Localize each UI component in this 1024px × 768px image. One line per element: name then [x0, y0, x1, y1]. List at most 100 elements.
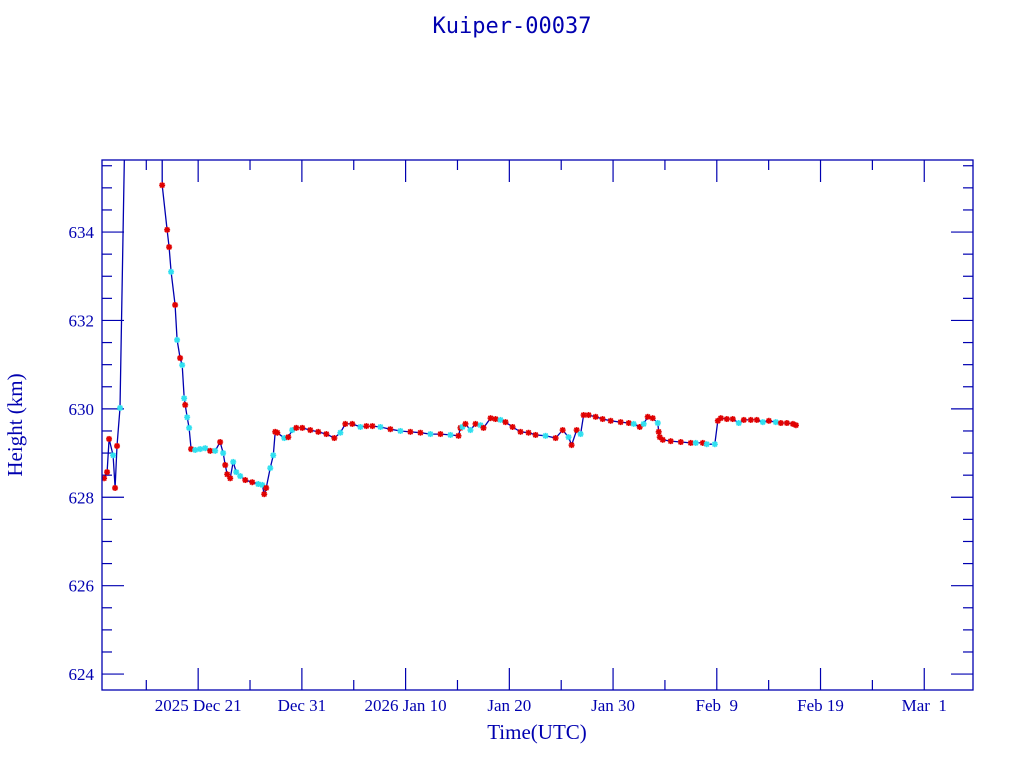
marker-stroke — [337, 429, 344, 436]
marker-stroke — [724, 416, 730, 422]
data-point-red — [625, 420, 632, 427]
data-point-red — [644, 413, 651, 420]
marker-stroke — [112, 485, 118, 491]
marker-stroke — [117, 405, 123, 411]
marker-stroke — [502, 419, 509, 425]
data-point-red — [765, 417, 772, 424]
data-point-cyan — [427, 431, 434, 438]
data-point-cyan — [186, 424, 193, 431]
marker-stroke — [184, 414, 190, 421]
marker-stroke — [114, 443, 120, 449]
y-tick-label: 628 — [69, 488, 95, 507]
marker-stroke — [592, 414, 599, 420]
data-point-red — [307, 427, 314, 434]
data-point-cyan — [110, 452, 117, 459]
marker-stroke — [585, 412, 592, 418]
marker-stroke — [509, 424, 516, 430]
data-point-cyan — [497, 416, 504, 423]
marker-stroke — [625, 420, 632, 426]
marker-stroke — [192, 447, 198, 453]
data-point-red — [717, 415, 724, 422]
marker-stroke — [640, 421, 647, 427]
x-axis-title: Time(UTC) — [487, 720, 587, 744]
marker-stroke — [307, 427, 314, 433]
data-point-red — [532, 431, 539, 438]
marker-stroke — [397, 428, 404, 434]
marker-stroke — [202, 445, 209, 452]
data-point-red — [112, 484, 119, 491]
marker-stroke — [677, 439, 684, 445]
marker-stroke — [480, 425, 487, 431]
data-point-red — [164, 226, 171, 233]
data-point-red — [323, 431, 330, 438]
chart-title: Kuiper-00037 — [432, 14, 592, 39]
marker-stroke — [573, 427, 580, 433]
marker-stroke — [687, 440, 694, 446]
data-point-cyan — [184, 414, 191, 421]
data-point-cyan — [202, 445, 209, 452]
data-point-red — [792, 422, 799, 429]
marker-stroke — [212, 448, 218, 454]
marker-stroke — [712, 441, 718, 448]
marker-stroke — [177, 355, 183, 361]
marker-stroke — [357, 424, 364, 430]
y-tick-label: 624 — [69, 665, 95, 684]
data-point-red — [106, 435, 113, 442]
marker-stroke — [323, 431, 330, 437]
marker-stroke — [741, 417, 747, 423]
data-point-red — [777, 420, 784, 427]
data-point-red — [592, 413, 599, 420]
x-tick-label: Dec 31 — [278, 696, 327, 715]
data-point-red — [363, 423, 370, 430]
data-point-red — [649, 415, 656, 422]
data-point-red — [315, 428, 322, 435]
data-point-red — [740, 416, 747, 423]
data-point-cyan — [337, 429, 344, 436]
data-point-red — [659, 436, 666, 443]
data-point-cyan — [377, 423, 384, 430]
data-point-red — [687, 439, 694, 446]
marker-stroke — [342, 421, 349, 427]
marker-stroke — [159, 182, 165, 189]
marker-stroke — [168, 269, 174, 275]
marker-stroke — [492, 416, 499, 422]
data-point-red — [224, 471, 231, 478]
marker-stroke — [233, 469, 240, 475]
marker-stroke — [259, 482, 266, 488]
x-tick-label: 2026 Jan 10 — [365, 696, 447, 715]
data-point-red — [114, 442, 121, 449]
marker-stroke — [630, 421, 637, 427]
marker-stroke — [497, 417, 504, 423]
data-point-red — [207, 447, 214, 454]
marker-stroke — [760, 419, 766, 425]
marker-stroke — [377, 424, 384, 430]
marker-stroke — [331, 435, 338, 441]
marker-stroke — [778, 420, 784, 426]
data-point-red — [293, 424, 300, 431]
data-point-red — [525, 429, 532, 436]
marker-stroke — [274, 429, 281, 436]
marker-stroke — [654, 420, 661, 426]
data-point-cyan — [654, 420, 661, 427]
data-point-red — [249, 479, 256, 486]
data-point-cyan — [168, 268, 175, 275]
data-point-red — [369, 423, 376, 430]
marker-stroke — [532, 432, 539, 438]
data-point-red — [580, 412, 587, 419]
marker-stroke — [644, 414, 651, 420]
marker-stroke — [237, 473, 243, 479]
data-point-red — [299, 424, 306, 431]
data-point-cyan — [397, 427, 404, 434]
marker-stroke — [363, 423, 370, 429]
data-point-red — [617, 419, 624, 426]
plot-frame — [101, 159, 974, 691]
marker-stroke — [227, 475, 234, 482]
marker-stroke — [599, 416, 606, 422]
marker-stroke — [181, 395, 187, 402]
data-point-red — [599, 416, 606, 423]
marker-stroke — [220, 450, 226, 456]
data-point-red — [217, 439, 224, 446]
marker-stroke — [667, 438, 674, 444]
marker-stroke — [222, 462, 229, 468]
marker-stroke — [793, 422, 799, 429]
